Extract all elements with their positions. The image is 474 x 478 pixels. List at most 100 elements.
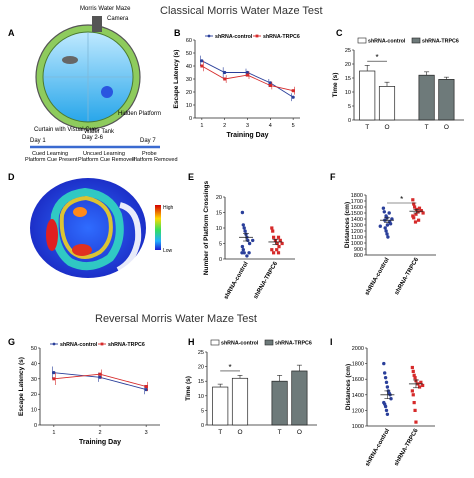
x-tick-label: 4 [269, 123, 272, 129]
data-point-control [223, 70, 227, 75]
uncued-sub-label: Platform Cue Removed [78, 157, 135, 163]
heatmap: High Low [30, 178, 174, 278]
data-point-trpc6 [277, 245, 281, 249]
bar-control-o [231, 377, 249, 426]
heat-hotspot-left [46, 219, 58, 251]
significance-marker: * [376, 53, 379, 62]
panel-letter-i: I [330, 337, 333, 347]
data-point-control [241, 248, 245, 252]
data-point-control [384, 408, 389, 413]
y-axis-label: Distances (cm) [345, 364, 352, 410]
bar-trpc6-o [291, 370, 308, 426]
heat-legend-bar [155, 205, 161, 250]
data-point-trpc6 [419, 209, 423, 213]
legend-marker [52, 342, 56, 346]
heat-ring-outer [50, 187, 124, 271]
panel-letter-h: H [188, 337, 195, 347]
data-point-trpc6 [413, 408, 417, 412]
legend-label: shRNA-TRPC6 [275, 341, 312, 347]
x-tick-label: T [425, 124, 429, 131]
x-tick-label: 1 [200, 123, 203, 129]
y-tick-label: 0 [189, 116, 192, 122]
y-axis-label: Time (s) [332, 73, 339, 98]
hidden-platform-label: Hidden Platform [118, 111, 161, 117]
x-tick-label: 1 [52, 430, 55, 436]
y-axis-label: Escape Latency (s) [18, 357, 25, 416]
data-point-trpc6 [412, 216, 416, 220]
panel-letter-e: E [188, 172, 194, 182]
data-point-trpc6 [421, 383, 425, 388]
data-point-control [245, 254, 249, 258]
panel-letter-c: C [336, 28, 343, 38]
y-axis-label: Number of Platform Crossings [203, 180, 210, 275]
data-point-trpc6 [411, 393, 415, 397]
data-point-trpc6 [414, 420, 418, 424]
data-point-trpc6 [417, 218, 421, 222]
y-tick-label: 0 [201, 423, 204, 429]
data-point-control [378, 224, 382, 228]
data-point-control [388, 222, 393, 226]
legend-label: shRNA-control [221, 341, 259, 347]
y-tick-label: 5 [348, 104, 351, 110]
data-point-trpc6 [412, 202, 416, 206]
day1-label: Day 1 [30, 138, 46, 144]
y-tick-label: 25 [198, 350, 204, 356]
y-tick-label: 15 [216, 211, 222, 217]
y-tick-label: 10 [186, 103, 192, 109]
data-point-trpc6 [419, 380, 423, 384]
water-tank-label: Water Tank [84, 129, 115, 135]
maze-label: Morris Water Maze [80, 6, 131, 12]
data-point-trpc6 [417, 385, 422, 389]
data-point-control [385, 232, 389, 236]
y-tick-label: 20 [198, 365, 204, 371]
y-tick-label: 40 [31, 361, 37, 367]
y-tick-label: 0 [219, 257, 222, 263]
legend-marker [100, 342, 104, 346]
legend-label: shRNA-TRPC6 [263, 34, 300, 40]
data-point-control [389, 397, 393, 401]
data-point-trpc6 [268, 84, 272, 87]
y-tick-label: 900 [354, 247, 363, 253]
y-tick-label: 1800 [352, 362, 364, 368]
y-tick-label: 1400 [352, 393, 364, 399]
series-line-control [201, 60, 294, 98]
data-point-control [383, 375, 388, 380]
y-tick-label: 15 [198, 379, 204, 385]
y-tick-label: 1500 [351, 211, 363, 217]
data-point-control [384, 229, 388, 233]
x-category-label: shRNA-control [364, 257, 391, 297]
x-tick-label: 5 [292, 123, 295, 129]
data-point-trpc6 [276, 251, 281, 255]
y-tick-label: 1200 [351, 229, 363, 235]
data-point-trpc6 [271, 229, 275, 233]
data-point-trpc6 [414, 212, 418, 216]
data-point-trpc6 [291, 89, 295, 93]
data-point-trpc6 [421, 211, 425, 215]
bar-trpc6-t [418, 74, 435, 121]
panel-letter-b: B [174, 28, 181, 38]
y-tick-label: 20 [216, 195, 222, 201]
x-axis-label: Training Day [79, 439, 121, 446]
data-point-trpc6 [411, 214, 415, 218]
x-tick-label: T [218, 429, 222, 436]
x-tick-label: 2 [223, 123, 226, 129]
cued-label: Cued Learning [32, 151, 68, 157]
data-point-control [98, 375, 102, 379]
data-point-trpc6 [223, 77, 227, 81]
uncued-label: Uncued Learning [83, 151, 125, 157]
data-point-trpc6 [275, 248, 279, 252]
chart-b: 0 10 20 30 40 50 60 Escape Latency (s) 1 2 3 4 5 Trai… [173, 34, 300, 139]
y-tick-label: 1000 [351, 241, 363, 247]
data-point-control [247, 251, 251, 255]
mouse-icon [62, 56, 78, 64]
data-point-trpc6 [270, 226, 274, 230]
cued-sub-label: Platform Cue Present [25, 157, 78, 163]
x-category-label: shRNA-TRPC6 [394, 256, 420, 296]
legend-swatch [357, 37, 367, 44]
data-point-control [383, 371, 387, 375]
y-tick-label: 2000 [352, 346, 364, 352]
data-point-trpc6 [410, 365, 414, 370]
data-point-control [144, 387, 148, 392]
data-point-trpc6 [411, 198, 415, 202]
legend-label: shRNA-TRPC6 [422, 39, 459, 45]
